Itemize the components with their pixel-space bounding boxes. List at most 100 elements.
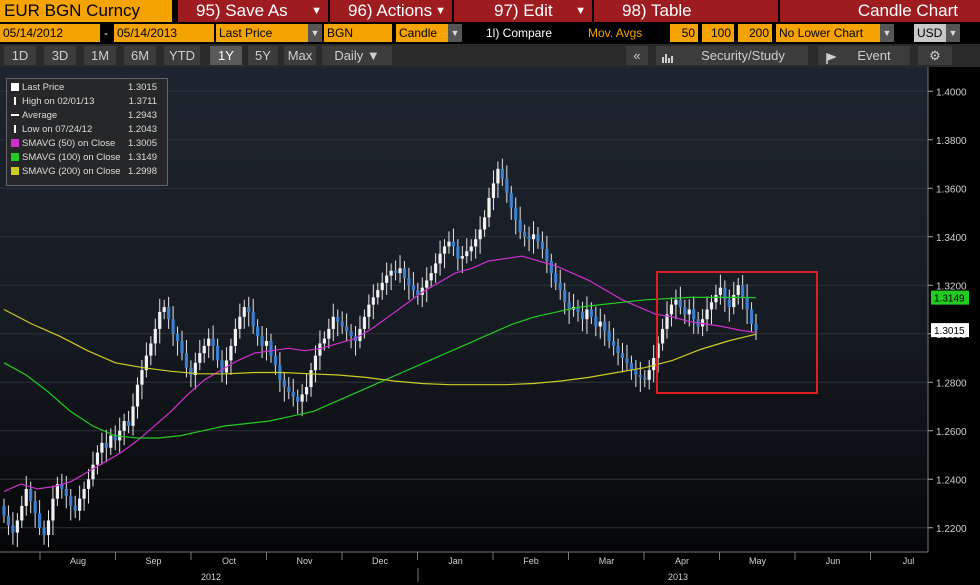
- candle-body: [82, 488, 86, 499]
- candle-body: [656, 343, 660, 358]
- security-study-icon: [662, 50, 674, 63]
- menu-save-as[interactable]: 95) Save As ▼: [178, 0, 328, 22]
- menu-actions[interactable]: 96) Actions ▼: [330, 0, 452, 22]
- candle-body: [86, 479, 91, 489]
- collapse-button[interactable]: «: [626, 46, 648, 65]
- candle-body: [202, 345, 206, 354]
- candle-body: [171, 319, 175, 334]
- menu-edit[interactable]: 97) Edit ▼: [454, 0, 592, 22]
- candle-body: [718, 287, 723, 295]
- y-tick-label: 1.3200: [936, 281, 967, 292]
- dropdown-arrow-icon: ▼: [435, 5, 446, 17]
- range-1y[interactable]: 1Y: [210, 46, 242, 65]
- candle-body: [456, 246, 460, 259]
- candle-body: [634, 370, 638, 375]
- source-field[interactable]: BGN: [324, 24, 392, 42]
- x-tick-label: Nov: [296, 556, 313, 566]
- candle-body: [46, 520, 51, 536]
- end-date-field[interactable]: 05/14/2013: [114, 24, 214, 42]
- currency-selector[interactable]: USD: [914, 24, 946, 42]
- year-label: 2013: [668, 572, 688, 582]
- y-tick-label: 1.2800: [936, 378, 967, 389]
- ma3-field[interactable]: 200: [738, 24, 772, 42]
- candle-body: [554, 273, 558, 283]
- style-dropdown-icon[interactable]: ▼: [448, 24, 462, 42]
- settings-button[interactable]: ⚙: [918, 46, 952, 65]
- candle-body: [487, 197, 491, 218]
- year-label: 2012: [201, 572, 221, 582]
- event-button[interactable]: Event: [818, 46, 910, 65]
- candle-body: [189, 367, 193, 375]
- candle-body: [309, 370, 313, 388]
- range-1d[interactable]: 1D: [4, 46, 36, 65]
- ticker-field[interactable]: EUR BGN Curncy: [0, 0, 172, 22]
- candle-body: [367, 304, 371, 317]
- currency-dropdown-icon[interactable]: ▼: [946, 24, 960, 42]
- candle-body: [198, 353, 202, 363]
- candle-body: [153, 328, 157, 344]
- candle-body: [91, 464, 95, 480]
- candle-body: [531, 234, 536, 240]
- security-study-button[interactable]: Security/Study: [656, 46, 808, 65]
- candle-body: [126, 421, 131, 426]
- start-date-field[interactable]: 05/14/2012: [0, 24, 100, 42]
- x-tick-label: Jan: [448, 556, 463, 566]
- candle-body: [264, 341, 269, 346]
- candle-body: [438, 253, 442, 264]
- candle-body: [416, 290, 420, 295]
- candle-body: [193, 362, 197, 375]
- candle-body: [304, 387, 309, 395]
- candle-body: [451, 241, 456, 247]
- candle-body: [678, 299, 682, 308]
- range-max[interactable]: Max: [284, 46, 316, 65]
- ma2-field[interactable]: 100: [702, 24, 734, 42]
- field-dropdown-icon[interactable]: ▼: [308, 24, 322, 42]
- legend-swatch: [11, 139, 19, 147]
- candle-body: [465, 251, 469, 257]
- candle-body: [180, 341, 184, 354]
- lower-chart-dropdown-icon[interactable]: ▼: [880, 24, 894, 42]
- candle-body: [184, 353, 189, 368]
- candle-body: [95, 452, 100, 465]
- candle-body: [585, 309, 589, 320]
- range-1m[interactable]: 1M: [84, 46, 116, 65]
- candle-body: [104, 442, 108, 448]
- range-ytd[interactable]: YTD: [164, 46, 200, 65]
- candle-body: [589, 309, 593, 317]
- candle-body: [469, 246, 473, 252]
- candle-body: [754, 324, 758, 331]
- ma-line: [3, 255, 757, 492]
- candle-body: [643, 377, 647, 380]
- candle-body: [256, 326, 260, 337]
- candle-body: [318, 343, 322, 356]
- range-5y[interactable]: 5Y: [248, 46, 278, 65]
- range-3d[interactable]: 3D: [44, 46, 76, 65]
- candle-body: [523, 231, 527, 237]
- candle-body: [638, 374, 642, 378]
- lower-chart-selector[interactable]: No Lower Chart: [776, 24, 880, 42]
- x-tick-label: Dec: [372, 556, 389, 566]
- style-selector[interactable]: Candle: [396, 24, 448, 42]
- x-tick-label: Feb: [523, 556, 539, 566]
- candle-body: [300, 394, 304, 402]
- period-selector[interactable]: Daily ▼: [322, 46, 392, 65]
- candle-body: [491, 183, 496, 198]
- legend-value: 1.3005: [127, 138, 157, 149]
- candle-body: [113, 435, 117, 441]
- security-study-label: Security/Study: [701, 48, 785, 63]
- price-tag-label: 1.3149: [934, 294, 965, 305]
- ma1-field[interactable]: 50: [670, 24, 698, 42]
- candle-body: [238, 316, 242, 329]
- candle-body: [11, 525, 15, 533]
- candle-body: [20, 505, 24, 521]
- range-6m[interactable]: 6M: [124, 46, 156, 65]
- event-icon: [826, 50, 838, 64]
- candle-body: [349, 331, 353, 337]
- field-selector[interactable]: Last Price: [216, 24, 308, 42]
- menu-table[interactable]: 98) Table: [594, 0, 778, 22]
- ma-line: [3, 308, 757, 386]
- compare-button[interactable]: 1l) Compare: [486, 26, 553, 40]
- candle-body: [389, 270, 393, 276]
- event-label: Event: [857, 48, 891, 63]
- candle-body: [603, 321, 607, 332]
